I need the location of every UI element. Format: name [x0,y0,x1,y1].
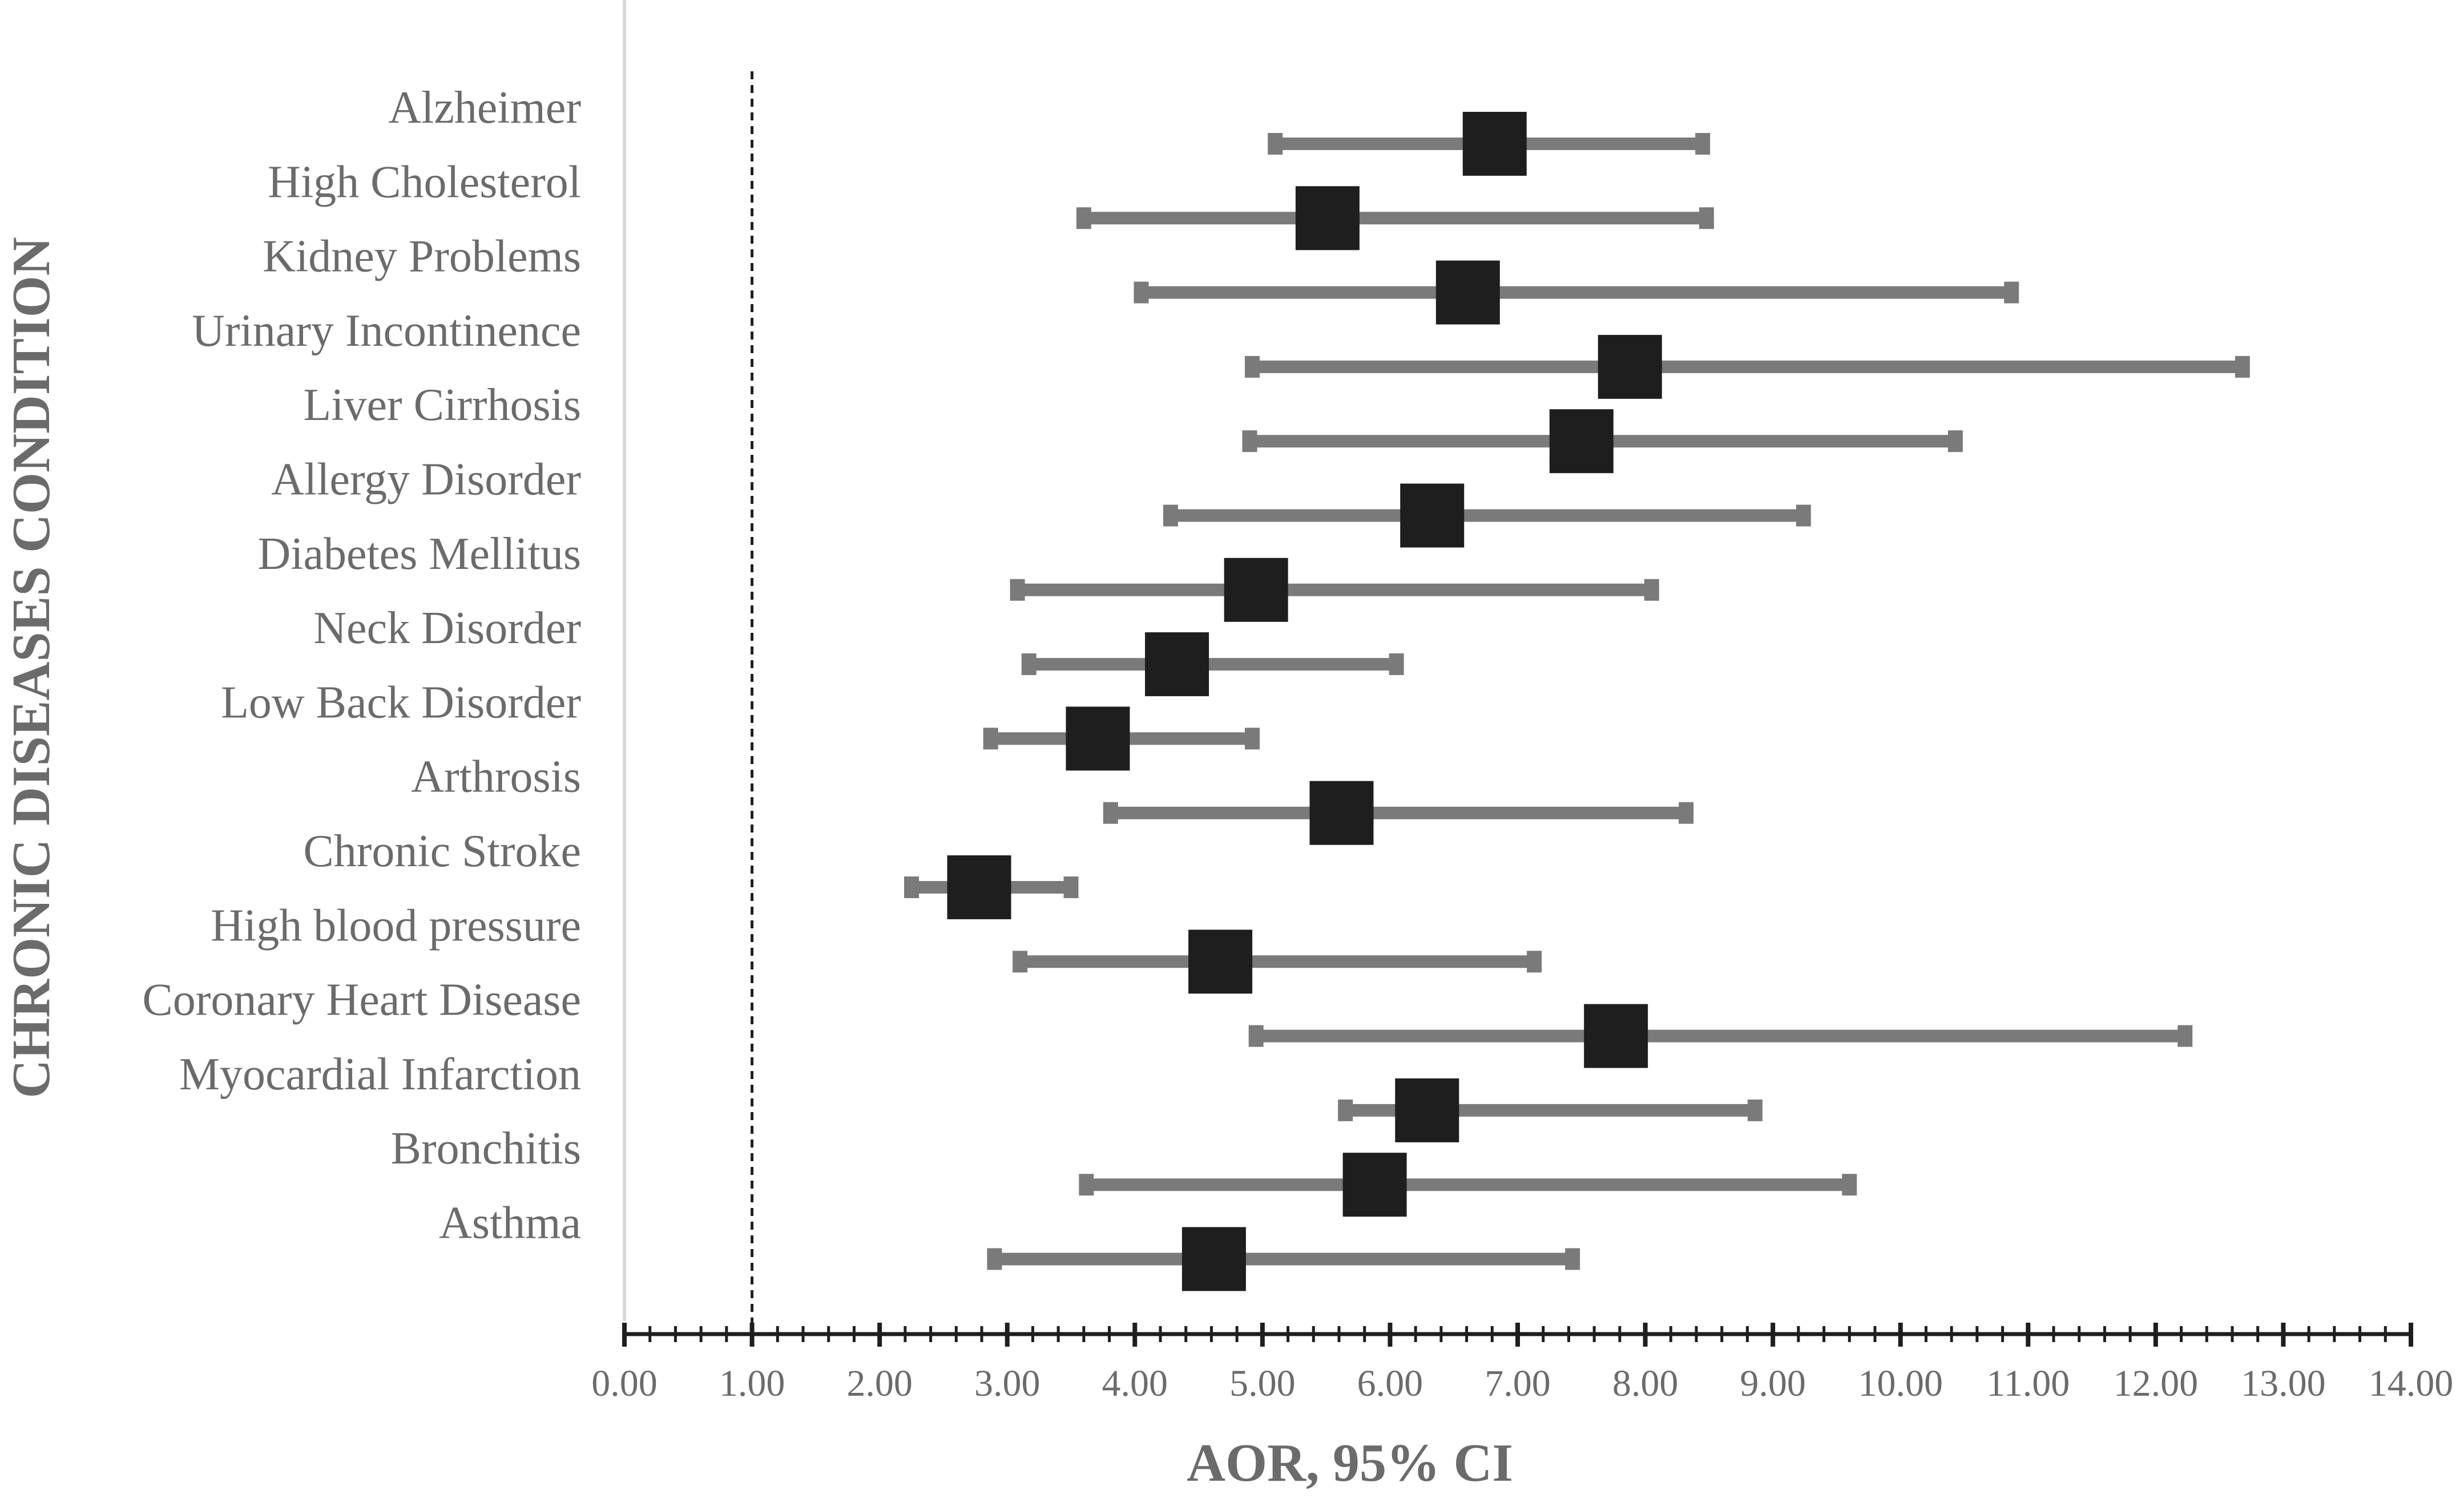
ci-lower-cap [1076,207,1091,229]
ci-lower-cap [1248,1025,1264,1047]
point-estimate-marker [1342,1153,1407,1217]
point-estimate-marker [1295,186,1360,250]
point-estimate-marker [1584,1004,1648,1068]
ci-upper-cap [1747,1099,1763,1121]
ci-lower-cap [1244,355,1260,378]
point-estimate-marker [1395,1078,1459,1142]
x-tick-label: 6.00 [1357,1363,1423,1404]
x-tick-label: 0.00 [591,1363,658,1404]
category-label: Low Back Disorder [221,677,581,728]
ci-lower-cap [1103,802,1118,824]
category-label: Kidney Problems [263,232,581,282]
point-estimate-marker [1462,112,1527,176]
ci-upper-cap [1695,133,1711,155]
x-axis-title: AOR, 95% CI [1187,1433,1513,1493]
ci-upper-cap [1565,1248,1580,1270]
x-tick-label: 4.00 [1102,1363,1168,1404]
ci-upper-cap [1644,579,1659,601]
point-estimate-marker [1435,260,1500,325]
ci-upper-cap [2004,281,2019,304]
category-label: Liver Cirrhosis [303,380,581,430]
x-tick-label: 13.00 [2241,1363,2326,1404]
ci-upper-cap [1527,951,1542,973]
x-tick-label: 3.00 [974,1363,1041,1404]
ci-lower-cap [1242,430,1257,452]
category-label: Arthrosis [411,752,581,802]
x-tick-label: 9.00 [1740,1363,1806,1404]
category-labels: Alzheimer High Cholesterol Kidney Problems… [142,83,581,1249]
category-label: Neck Disorder [313,603,581,653]
point-estimate-marker [1145,632,1209,697]
x-tick-label: 12.00 [2114,1363,2199,1404]
category-label: Chronic Stroke [303,826,581,876]
ci-group [904,112,2250,1291]
x-axis: 0.00 1.00 2.00 3.00 4.00 5.00 6.00 7.00 8.00 9.00… [591,1323,2453,1404]
x-tick-label: 2.00 [846,1363,913,1404]
ci-upper-cap [1699,207,1714,229]
ci-upper-cap [1679,802,1694,824]
ci-upper-cap [1796,504,1811,527]
point-estimate-marker [1598,334,1662,399]
point-estimate-marker [1549,409,1614,474]
x-tick-label: 7.00 [1485,1363,1551,1404]
x-tick-label: 10.00 [1858,1363,1943,1404]
ci-upper-cap [1947,430,1963,452]
ci-lower-cap [987,1248,1002,1270]
point-estimate-marker [1066,706,1130,771]
category-label: Diabetes Mellitus [257,529,581,579]
ci-lower-cap [1013,951,1028,973]
category-label: Bronchitis [391,1124,581,1174]
x-tick-label: 8.00 [1612,1363,1679,1404]
ci-upper-cap [1244,728,1260,750]
x-tick-label: 14.00 [2369,1363,2454,1404]
category-label: Coronary Heart Disease [142,975,581,1025]
category-label: Myocardial Infarction [179,1049,581,1100]
ci-lower-cap [1010,579,1025,601]
point-estimate-marker [1181,1227,1246,1291]
ci-upper-cap [1063,876,1079,898]
x-tick-label: 11.00 [1986,1363,2070,1404]
point-estimate-marker [947,855,1011,919]
ci-lower-cap [1338,1099,1353,1121]
ci-lower-cap [904,876,920,898]
ci-lower-cap [983,728,998,750]
ci-upper-cap [2177,1025,2193,1047]
point-estimate-marker [1309,781,1374,845]
ci-upper-cap [1842,1174,1857,1196]
ci-upper-cap [1389,653,1404,676]
ci-lower-cap [1268,133,1283,155]
ci-lower-cap [1021,653,1037,676]
ci-lower-cap [1134,281,1149,304]
category-label: Asthma [439,1198,581,1249]
x-tick-label: 1.00 [719,1363,785,1404]
x-tick-label: 5.00 [1229,1363,1296,1404]
point-estimate-marker [1188,930,1253,994]
category-label: Allergy Disorder [271,455,581,505]
ci-lower-cap [1079,1174,1094,1196]
category-label: Alzheimer [388,83,581,133]
point-estimate-marker [1400,483,1465,548]
category-label: High blood pressure [211,900,581,951]
category-label: High Cholesterol [268,157,581,207]
ci-lower-cap [1163,504,1178,527]
ci-upper-cap [2235,355,2250,378]
category-label: Urinary Incontinence [192,306,581,356]
y-axis-title: CHRONIC DISEASES CONDITION [2,237,61,1098]
point-estimate-marker [1224,557,1288,622]
